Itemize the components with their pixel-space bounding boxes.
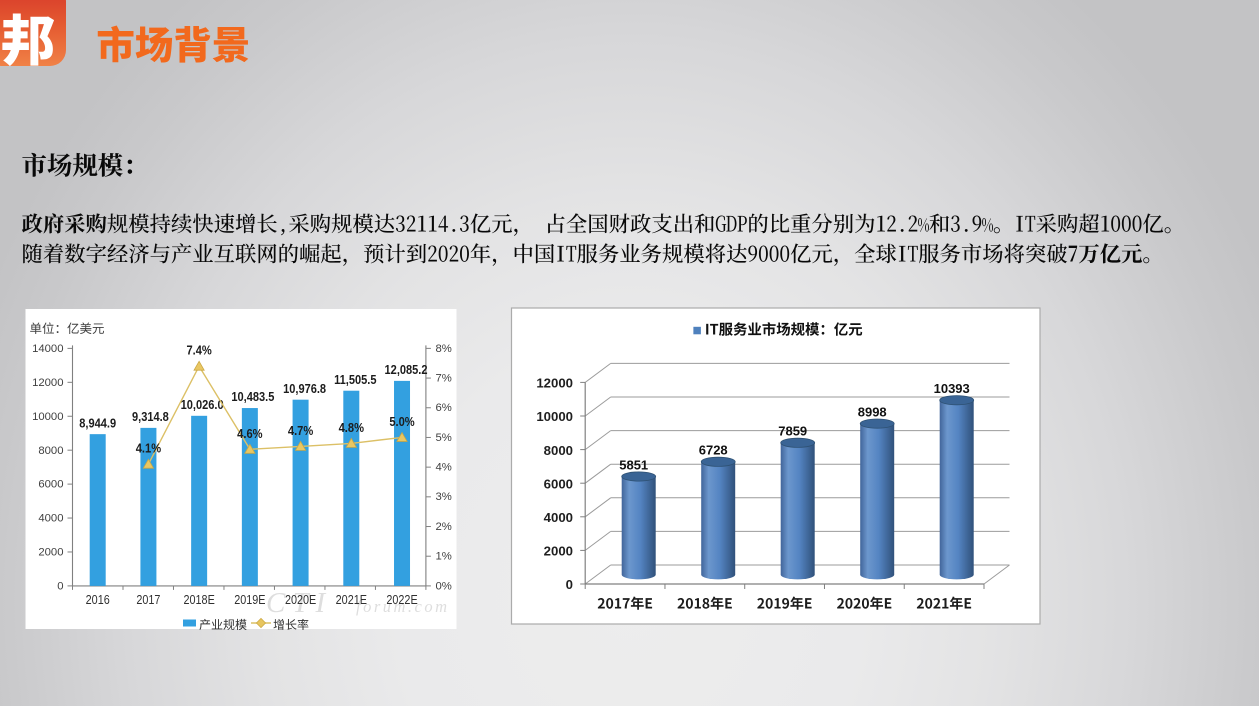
svg-text:1%: 1% bbox=[436, 551, 452, 563]
svg-text:10,976.8: 10,976.8 bbox=[283, 381, 326, 396]
svg-text:4.6%: 4.6% bbox=[237, 426, 263, 441]
svg-text:8%: 8% bbox=[436, 343, 452, 355]
svg-text:4.1%: 4.1% bbox=[136, 441, 162, 456]
svg-text:6000: 6000 bbox=[38, 479, 63, 491]
svg-text:2016: 2016 bbox=[86, 592, 110, 607]
svg-text:9,314.8: 9,314.8 bbox=[132, 409, 169, 424]
svg-text:8,944.9: 8,944.9 bbox=[79, 416, 116, 431]
svg-text:10000: 10000 bbox=[32, 411, 63, 423]
svg-text:7.4%: 7.4% bbox=[186, 343, 212, 358]
svg-text:11,505.5: 11,505.5 bbox=[334, 372, 377, 387]
svg-text:2000: 2000 bbox=[544, 544, 573, 559]
svg-text:2000: 2000 bbox=[38, 547, 63, 559]
svg-text:8998: 8998 bbox=[858, 405, 887, 420]
svg-text:5851: 5851 bbox=[619, 457, 648, 472]
svg-text:4%: 4% bbox=[436, 462, 452, 474]
svg-text:CTI: CTI bbox=[266, 587, 332, 619]
svg-text:6%: 6% bbox=[436, 402, 452, 414]
svg-text:5%: 5% bbox=[436, 432, 452, 444]
svg-text:2021E: 2021E bbox=[336, 592, 367, 607]
svg-text:0%: 0% bbox=[436, 580, 452, 592]
svg-text:7859: 7859 bbox=[778, 424, 807, 439]
svg-text:2019E: 2019E bbox=[234, 592, 265, 607]
svg-text:12000: 12000 bbox=[32, 377, 63, 389]
svg-text:forum.com: forum.com bbox=[356, 597, 450, 616]
svg-text:3%: 3% bbox=[436, 491, 452, 503]
svg-text:4.8%: 4.8% bbox=[339, 420, 365, 435]
svg-text:7%: 7% bbox=[436, 372, 452, 384]
svg-text:10000: 10000 bbox=[536, 409, 573, 424]
svg-text:4000: 4000 bbox=[544, 510, 573, 525]
svg-text:14000: 14000 bbox=[32, 343, 63, 355]
svg-text:2017: 2017 bbox=[136, 592, 160, 607]
svg-text:2022E: 2022E bbox=[386, 592, 417, 607]
svg-text:10393: 10393 bbox=[934, 381, 970, 396]
svg-text:5.0%: 5.0% bbox=[389, 414, 415, 429]
svg-text:0: 0 bbox=[57, 581, 63, 593]
svg-text:2020E: 2020E bbox=[285, 592, 316, 607]
svg-text:12000: 12000 bbox=[536, 376, 573, 391]
svg-text:4000: 4000 bbox=[38, 513, 63, 525]
svg-text:6000: 6000 bbox=[544, 476, 573, 491]
svg-text:6728: 6728 bbox=[699, 443, 728, 458]
svg-text:8000: 8000 bbox=[544, 443, 573, 458]
svg-text:10,026.0: 10,026.0 bbox=[181, 397, 224, 412]
svg-text:2018E: 2018E bbox=[183, 592, 214, 607]
svg-text:4.7%: 4.7% bbox=[288, 423, 314, 438]
svg-text:8000: 8000 bbox=[38, 445, 63, 457]
svg-text:2%: 2% bbox=[436, 521, 452, 533]
svg-text:0: 0 bbox=[566, 577, 573, 592]
svg-text:12,085.2: 12,085.2 bbox=[385, 362, 428, 377]
svg-text:10,483.5: 10,483.5 bbox=[231, 390, 274, 405]
